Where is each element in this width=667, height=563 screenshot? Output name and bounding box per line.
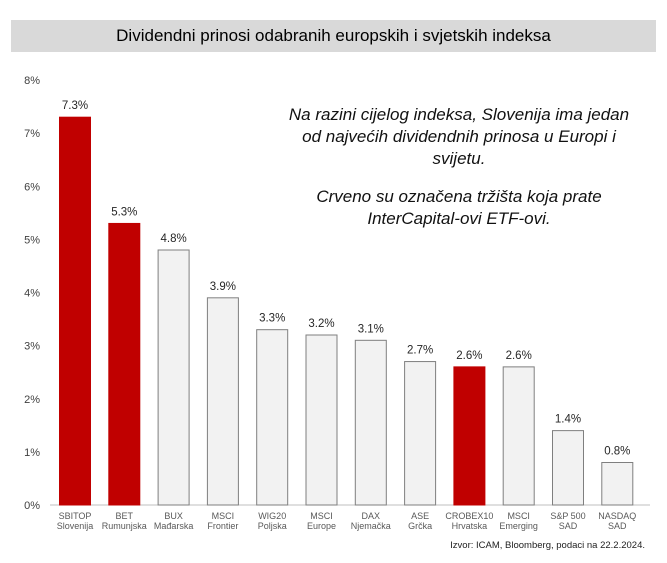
data-label: 3.3% — [259, 313, 285, 325]
data-label: 5.3% — [111, 206, 137, 218]
chart-title-bar: Dividendni prinosi odabranih europskih i… — [11, 20, 656, 52]
y-tick-label: 8% — [24, 75, 40, 87]
bar — [552, 430, 584, 506]
x-tick-label: Hrvatska — [452, 521, 488, 531]
data-label: 2.6% — [456, 350, 482, 362]
x-tick-label: Njemačka — [351, 521, 391, 531]
y-tick-label: 5% — [24, 234, 40, 246]
data-label: 2.6% — [506, 350, 532, 362]
x-tick-label: MSCI — [212, 511, 235, 521]
x-tick-label: WIG20 — [258, 511, 286, 521]
data-label: 3.1% — [358, 323, 384, 335]
data-label: 3.2% — [308, 318, 334, 330]
y-tick-label: 0% — [24, 500, 40, 512]
x-tick-label: ASE — [411, 511, 429, 521]
bar — [502, 366, 535, 506]
bar — [601, 462, 634, 506]
y-tick-label: 6% — [24, 181, 40, 193]
x-tick-label: BUX — [164, 511, 183, 521]
x-tick-label: BET — [116, 511, 134, 521]
x-tick-label: SAD — [559, 521, 578, 531]
x-tick-label: Poljska — [258, 521, 287, 531]
x-tick-label: CROBEX10 — [445, 511, 493, 521]
x-tick-label: Emerging — [499, 521, 538, 531]
x-tick-label: S&P 500 — [550, 511, 585, 521]
data-label: 0.8% — [604, 446, 630, 458]
bar — [354, 339, 387, 506]
x-tick-label: Mađarska — [154, 521, 194, 531]
x-tick-label: SAD — [608, 521, 627, 531]
data-label: 7.3% — [62, 100, 88, 112]
bar — [59, 116, 91, 506]
x-tick-label: Europe — [307, 521, 336, 531]
y-tick-label: 1% — [24, 447, 40, 459]
data-label: 1.4% — [555, 414, 581, 426]
y-tick-label: 3% — [24, 341, 40, 353]
bar — [453, 366, 486, 506]
x-tick-label: Rumunjska — [102, 521, 147, 531]
bar — [256, 329, 289, 506]
data-label: 2.7% — [407, 345, 433, 357]
data-label: 4.8% — [160, 233, 186, 245]
y-tick-label: 7% — [24, 128, 40, 140]
bar — [404, 361, 437, 506]
source-note: Izvor: ICAM, Bloomberg, podaci na 22.2.2… — [450, 540, 645, 551]
y-tick-label: 4% — [24, 288, 40, 300]
x-tick-label: MSCI — [310, 511, 333, 521]
x-tick-label: Frontier — [207, 521, 238, 531]
x-tick-label: MSCI — [507, 511, 530, 521]
bar — [108, 222, 141, 506]
y-tick-label: 2% — [24, 394, 40, 406]
bar — [305, 334, 338, 506]
bar — [206, 297, 239, 506]
annotation-red-markets: Crveno su označena tržišta koja prate In… — [316, 187, 602, 228]
x-tick-label: SBITOP — [59, 511, 92, 521]
x-tick-label: Slovenija — [57, 521, 94, 531]
x-tick-label: DAX — [362, 511, 381, 521]
bar — [157, 249, 190, 506]
x-tick-label: Grčka — [408, 521, 432, 531]
x-tick-label: NASDAQ — [598, 511, 636, 521]
chart-title: Dividendni prinosi odabranih europskih i… — [116, 26, 551, 45]
annotation-slovenia: Na razini cijelog indeksa, Slovenija ima… — [288, 105, 630, 168]
data-label: 3.9% — [210, 281, 236, 293]
